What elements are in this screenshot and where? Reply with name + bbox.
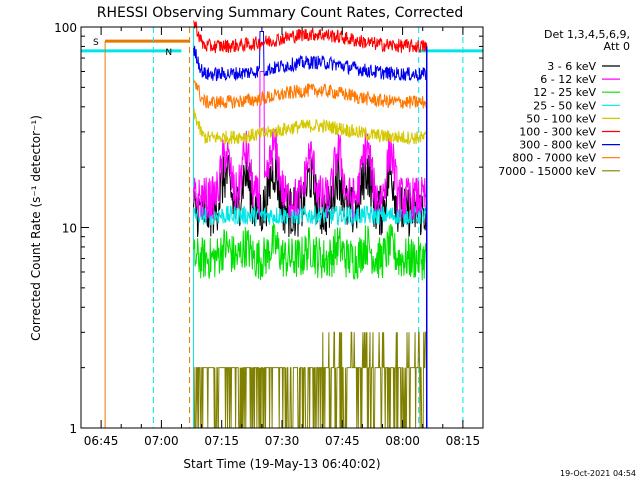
legend-label: 6 - 12 keV bbox=[540, 73, 596, 86]
series-line bbox=[193, 20, 428, 428]
series-line bbox=[193, 80, 428, 428]
footer-timestamp: 19-Oct-2021 04:54 bbox=[560, 469, 636, 478]
legend-label: 300 - 800 keV bbox=[519, 139, 596, 152]
x-tick-label: 07:30 bbox=[265, 434, 300, 448]
y-tick-label: 100 bbox=[54, 21, 77, 35]
y-tick-label: 1 bbox=[69, 422, 77, 436]
chart-title: RHESSI Observing Summary Count Rates, Co… bbox=[97, 5, 463, 21]
x-tick-label: 06:45 bbox=[84, 434, 119, 448]
y-axis-label: Corrected Count Rate (s⁻¹ detector⁻¹) bbox=[29, 115, 43, 341]
legend-label: 800 - 7000 keV bbox=[512, 152, 596, 165]
legend-header-line-1: Det 1,3,4,5,6,9, bbox=[544, 28, 630, 41]
saa-marker-label: S bbox=[93, 38, 99, 48]
series-line bbox=[193, 205, 428, 428]
legend-label: 3 - 6 keV bbox=[547, 60, 596, 73]
x-tick-label: 07:45 bbox=[325, 434, 360, 448]
x-tick-label: 08:00 bbox=[385, 434, 420, 448]
legend-header-line-2: Att 0 bbox=[604, 40, 630, 53]
series-line bbox=[193, 221, 428, 428]
legend-label: 12 - 25 keV bbox=[533, 86, 596, 99]
series-line bbox=[193, 151, 428, 428]
series-line bbox=[193, 331, 428, 429]
night-marker-label: N bbox=[165, 48, 172, 58]
legend-label: 50 - 100 keV bbox=[526, 112, 596, 125]
x-tick-label: 07:00 bbox=[144, 434, 179, 448]
legend-label: 7000 - 15000 keV bbox=[498, 165, 596, 178]
series-line bbox=[193, 108, 428, 428]
series-line bbox=[193, 31, 428, 428]
y-tick-label: 10 bbox=[62, 222, 77, 236]
legend-label: 25 - 50 keV bbox=[533, 99, 596, 112]
x-axis-label: Start Time (19-May-13 06:40:02) bbox=[183, 457, 380, 471]
x-tick-label: 08:15 bbox=[446, 434, 481, 448]
series-line bbox=[193, 71, 428, 428]
x-tick-label: 07:15 bbox=[204, 434, 239, 448]
legend-label: 100 - 300 keV bbox=[519, 126, 596, 139]
